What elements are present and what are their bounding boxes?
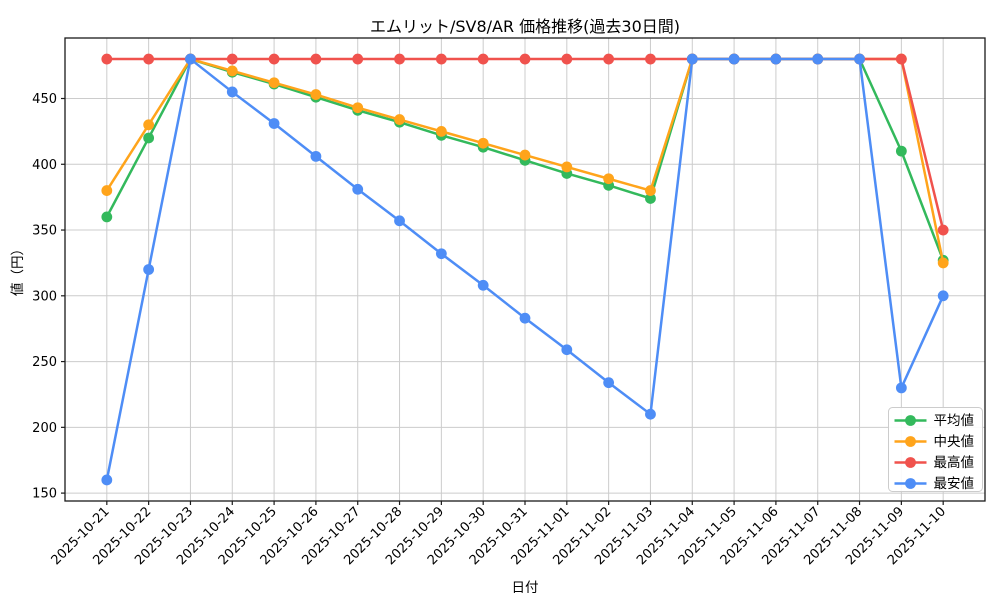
data-point-median bbox=[310, 89, 322, 100]
data-point-min bbox=[310, 150, 322, 162]
data-point-min bbox=[645, 408, 656, 420]
data-point-median bbox=[477, 137, 489, 149]
legend-item-median: 中央値 bbox=[894, 434, 975, 450]
legend-label-max: 最高値 bbox=[934, 454, 975, 471]
data-point-median bbox=[394, 114, 405, 125]
data-point-median bbox=[268, 77, 280, 89]
legend-marker-max bbox=[905, 457, 916, 468]
data-point-min bbox=[519, 312, 531, 324]
data-point-max bbox=[645, 53, 656, 65]
data-point-median bbox=[519, 149, 531, 161]
legend-label-min: 最安値 bbox=[934, 476, 975, 492]
data-point-median bbox=[561, 161, 573, 173]
data-point-min bbox=[268, 118, 280, 129]
y-tick-label: 350 bbox=[32, 224, 57, 239]
data-point-median bbox=[645, 185, 656, 196]
data-point-min bbox=[686, 53, 698, 65]
data-point-max bbox=[937, 224, 949, 236]
data-point-avg bbox=[895, 145, 907, 157]
data-point-max bbox=[895, 53, 907, 65]
data-point-median bbox=[101, 185, 113, 196]
data-point-median bbox=[143, 119, 155, 131]
y-tick-label: 150 bbox=[32, 487, 57, 502]
data-point-max bbox=[143, 53, 155, 65]
data-point-max bbox=[394, 53, 405, 65]
series-min bbox=[101, 53, 949, 486]
data-point-min bbox=[185, 53, 196, 65]
y-tick-label: 450 bbox=[32, 92, 57, 107]
data-point-max bbox=[310, 53, 322, 65]
data-point-max bbox=[268, 53, 280, 65]
data-point-min bbox=[728, 53, 740, 65]
data-point-min bbox=[854, 53, 865, 65]
data-point-max bbox=[226, 53, 238, 65]
data-point-min bbox=[770, 53, 782, 65]
data-point-min bbox=[226, 86, 238, 98]
data-point-min bbox=[143, 264, 155, 275]
data-point-min bbox=[937, 290, 949, 302]
data-point-max bbox=[477, 53, 489, 65]
legend-item-avg: 平均値 bbox=[894, 413, 975, 429]
data-point-min bbox=[352, 183, 364, 195]
legend-label-avg: 平均値 bbox=[934, 413, 975, 429]
y-tick-label: 250 bbox=[32, 355, 57, 370]
data-point-avg bbox=[143, 132, 155, 144]
data-point-max bbox=[561, 53, 573, 65]
data-point-median bbox=[352, 102, 364, 114]
legend-marker-min bbox=[905, 478, 916, 489]
y-tick-label: 300 bbox=[32, 289, 57, 304]
data-point-min bbox=[394, 215, 405, 227]
data-point-max bbox=[435, 53, 447, 65]
legend-marker-median bbox=[905, 436, 916, 447]
y-tick-label: 200 bbox=[32, 421, 57, 436]
data-point-min bbox=[603, 377, 615, 389]
legend-marker-avg bbox=[905, 415, 916, 426]
data-point-min bbox=[812, 53, 824, 65]
data-point-median bbox=[603, 173, 615, 185]
legend-label-median: 中央値 bbox=[934, 434, 975, 450]
plot-border bbox=[64, 37, 986, 502]
data-point-min bbox=[101, 474, 113, 486]
data-point-min bbox=[561, 344, 573, 356]
x-axis-ticks: 2025-10-212025-10-222025-10-232025-10-24… bbox=[49, 501, 949, 568]
data-point-median bbox=[937, 257, 949, 269]
y-tick-label: 400 bbox=[32, 158, 57, 173]
legend-item-min: 最安値 bbox=[894, 476, 975, 492]
data-point-min bbox=[895, 382, 907, 394]
x-axis-label: 日付 bbox=[511, 580, 539, 596]
data-point-max bbox=[352, 53, 364, 65]
data-point-median bbox=[226, 65, 238, 77]
data-point-max bbox=[519, 53, 531, 65]
data-point-min bbox=[477, 279, 489, 291]
legend-item-max: 最高値 bbox=[894, 454, 975, 471]
y-axis-ticks: 150 200 250 300 350 400 450 bbox=[32, 92, 65, 502]
data-point-avg bbox=[645, 193, 656, 204]
data-point-max bbox=[603, 53, 615, 65]
data-point-avg bbox=[101, 211, 113, 223]
data-point-median bbox=[435, 125, 447, 137]
data-point-min bbox=[435, 248, 447, 260]
grid bbox=[65, 38, 985, 501]
chart-title: エムリット/SV8/AR 価格推移(過去30日間) bbox=[369, 17, 681, 36]
data-point-max bbox=[101, 53, 113, 65]
